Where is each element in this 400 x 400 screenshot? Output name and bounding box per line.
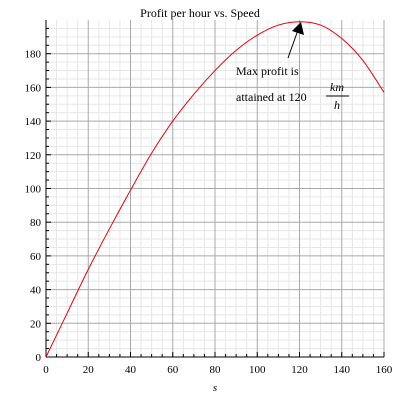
chart-title: Profit per hour vs. Speed [140, 6, 260, 20]
annotation-arrow [287, 29, 299, 59]
x-tick-label: 0 [43, 364, 49, 376]
x-axis-label: s [213, 382, 217, 394]
annotation-unit-numerator: km [330, 80, 344, 94]
y-tick-label: 40 [30, 285, 42, 297]
y-tick-label: 180 [25, 49, 42, 61]
x-tick-label: 140 [334, 364, 351, 376]
profit-curve [45, 21, 385, 358]
tick-labels: 0 20 40 60 80 100 120 140 160 0 20 40 60 80 100 120 140 1… [25, 49, 393, 376]
y-tick-label: 0 [36, 352, 42, 364]
annotation-line-2: attained at 120 [236, 90, 307, 104]
x-tick-label: 60 [167, 364, 179, 376]
y-tick-label: 100 [25, 184, 42, 196]
y-tick-label: 120 [25, 150, 42, 162]
x-tick-label: 160 [376, 364, 393, 376]
arrowhead-icon [292, 22, 304, 35]
y-tick-label: 60 [30, 251, 42, 263]
x-tick-label: 20 [83, 364, 95, 376]
y-tick-label: 20 [30, 318, 42, 330]
y-tick-label: 80 [30, 217, 42, 229]
x-tick-label: 80 [210, 364, 222, 376]
series-layer [45, 21, 385, 358]
y-tick-label: 140 [25, 116, 42, 128]
y-tick-label: 160 [25, 82, 42, 94]
x-tick-label: 120 [291, 364, 308, 376]
major-grid [46, 20, 385, 357]
x-tick-label: 100 [249, 364, 266, 376]
x-tick-label: 40 [125, 364, 137, 376]
annotation-line-1: Max profit is [236, 64, 299, 78]
max-profit-annotation: Max profit is attained at 120 km h [236, 22, 349, 112]
annotation-unit-denominator: h [334, 98, 340, 112]
tick-marks [46, 27, 385, 357]
